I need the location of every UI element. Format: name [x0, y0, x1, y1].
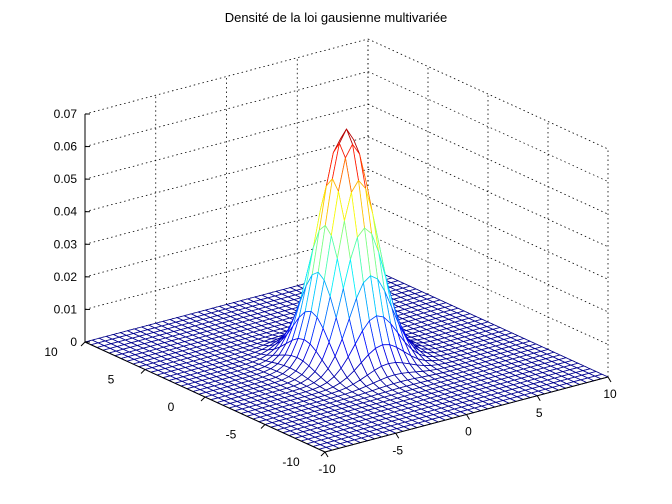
y-tick-mark [260, 424, 266, 429]
y-tick-label: -10 [282, 455, 300, 469]
x-tick-mark [536, 395, 541, 402]
x-tick-mark [395, 432, 400, 439]
x-tick-mark [324, 451, 329, 458]
z-tick-label: 0.01 [54, 302, 78, 316]
z-tick-label: 0.06 [54, 140, 78, 154]
y-tick-label: -5 [226, 428, 237, 442]
y-tick-mark [140, 369, 146, 374]
grid-line [84, 168, 369, 245]
y-tick-label: 5 [108, 373, 115, 387]
x-tick-mark [607, 376, 612, 383]
z-tick-label: 0 [70, 335, 77, 349]
z-tick-label: 0.04 [54, 205, 78, 219]
axes: -10 -5 0 5 10 -10 -5 0 5 10 0 0.01 0.02 0.03 0.04 0.05 0… [44, 107, 617, 476]
z-tick-label: 0.03 [54, 237, 78, 251]
surface-mesh [84, 128, 609, 453]
grid-line [367, 136, 609, 248]
grid-line [84, 38, 369, 115]
y-tick-mark [320, 451, 326, 457]
y-tick-label: 10 [44, 345, 58, 359]
x-tick-mark [466, 414, 470, 420]
y-tick-mark [80, 341, 86, 347]
x-tick-label: -5 [392, 443, 403, 457]
z-tick-label: 0.07 [54, 107, 78, 121]
chart-title: Densité de la loi gausienne multivariée [224, 10, 448, 25]
z-tick-label: 0.05 [54, 172, 78, 186]
grid-line [84, 103, 369, 180]
x-tick-label: 10 [603, 387, 617, 401]
grid-line [84, 136, 369, 213]
x-tick-label: 0 [465, 425, 472, 439]
grid-line [367, 71, 609, 182]
x-tick-label: -10 [318, 462, 336, 476]
y-tick-label: 0 [168, 400, 175, 414]
y-tick-mark [200, 396, 206, 402]
x-tick-label: 5 [536, 406, 543, 420]
z-tick-label: 0.02 [54, 270, 78, 284]
grid-line [84, 71, 369, 147]
